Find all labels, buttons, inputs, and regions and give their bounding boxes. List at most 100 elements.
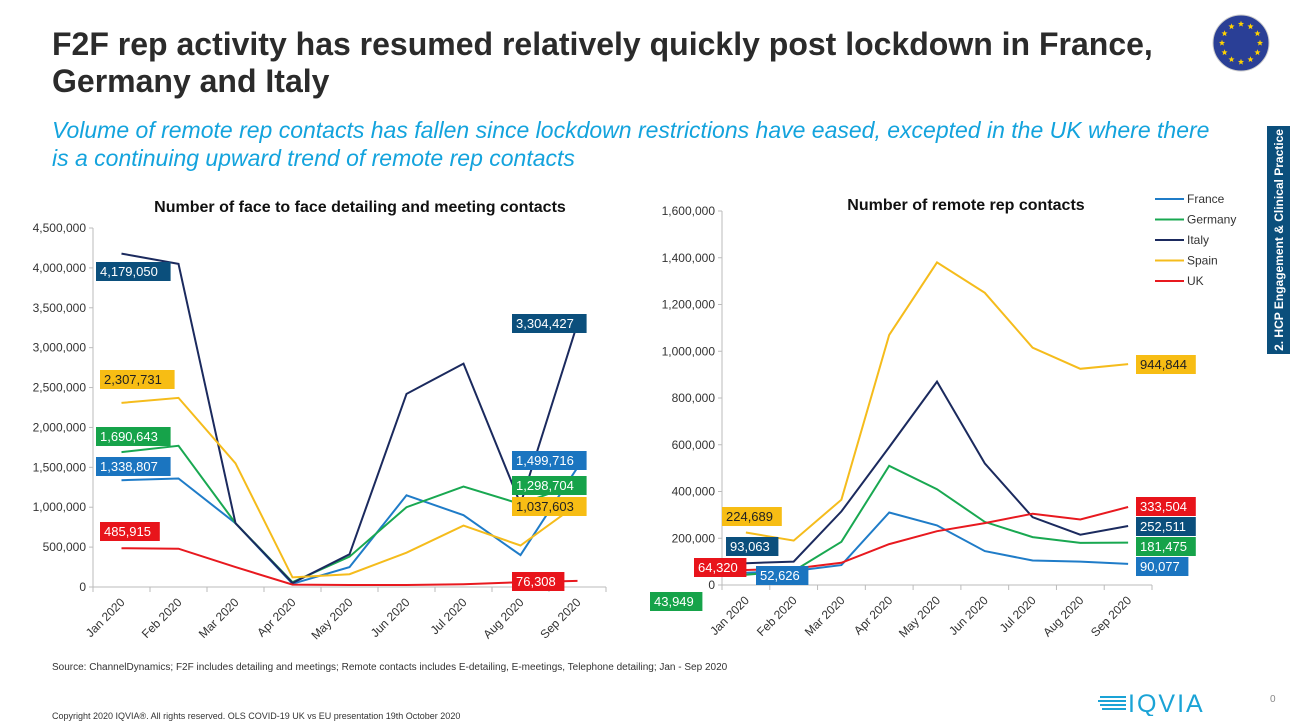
legend-label: Italy [1187,233,1209,247]
y-tick-label: 500,000 [43,540,87,554]
data-label-text: 1,338,807 [100,459,158,474]
x-tick-label: May 2020 [308,595,355,642]
data-label-uk: 333,504 [1136,497,1196,516]
y-tick-label: 2,000,000 [33,420,87,434]
data-label-spain: 2,307,731 [100,370,175,389]
x-tick-label: Apr 2020 [254,595,299,640]
data-label-box [1136,537,1196,556]
data-label-box [512,476,587,495]
series-line-germany [745,464,1129,576]
data-label-germany: 1,298,704 [512,476,587,495]
section-tab: 2. HCP Engagement & Clinical Practice [1267,126,1290,354]
y-tick-label: 800,000 [672,391,716,405]
remote-chart: Number of remote rep contacts 0 200,000 400… [650,192,1236,640]
legend-item-france: France [1155,192,1225,206]
data-label-text: 333,504 [1140,499,1187,514]
data-label-uk: 485,915 [100,522,160,541]
data-label-france: 90,077 [1136,557,1189,576]
data-label-spain: 1,037,603 [512,497,587,516]
y-tick-label: 1,200,000 [662,298,716,312]
data-label-box [650,592,703,611]
x-tick-label: Feb 2020 [754,593,800,639]
y-tick-label: 1,000,000 [662,344,716,358]
data-label-box [1136,557,1189,576]
data-label-box [512,572,565,591]
series-line-germany [121,444,578,584]
x-tick-label: Aug 2020 [1040,593,1086,639]
data-label-box [756,566,809,585]
data-label-text: 1,499,716 [516,453,574,468]
data-label-box [512,451,587,470]
x-tick-label: Mar 2020 [802,593,848,639]
data-label-box [1136,517,1196,536]
data-label-box [1136,497,1196,516]
star-icon [1221,30,1228,37]
data-label-germany: 181,475 [1136,537,1196,556]
x-tick-label: Aug 2020 [480,595,526,641]
y-tick-label: 200,000 [672,531,716,545]
logo-text: IQVIA [1128,690,1205,716]
data-label-italy: 3,304,427 [512,314,587,333]
data-label-text: 90,077 [1140,559,1180,574]
x-tick-label: Jan 2020 [83,595,128,640]
data-label-text: 76,308 [516,574,556,589]
y-tick-label: 0 [79,580,86,594]
y-tick-label: 1,000,000 [33,500,87,514]
legend-item-germany: Germany [1155,213,1236,227]
data-label-france: 1,338,807 [96,457,171,476]
iqvia-logo: IQVIA [1098,690,1205,716]
data-label-box [100,522,160,541]
series-line-france [121,466,579,585]
x-tick-label: Sep 2020 [1088,593,1134,639]
data-label-box [694,558,747,577]
legend-label: France [1187,192,1225,206]
data-label-box [96,427,171,446]
legend-label: UK [1187,274,1204,288]
x-tick-label: Jul 2020 [428,595,470,637]
y-tick-label: 4,000,000 [33,261,87,275]
data-label-germany: 1,690,643 [96,427,171,446]
data-label-germany: 43,949 [650,592,703,611]
data-label-box [722,507,782,526]
data-label-italy: 93,063 [726,537,779,556]
data-label-box [1136,355,1196,374]
data-label-text: 1,037,603 [516,499,574,514]
x-tick-label: Jul 2020 [997,593,1039,635]
data-label-text: 64,320 [698,560,738,575]
star-icon [1237,58,1245,65]
slide-title: F2F rep activity has resumed relatively … [52,26,1153,99]
data-label-box [512,497,587,516]
y-tick-label: 2,500,000 [33,381,87,395]
copyright-note: Copyright 2020 IQVIA®. All rights reserv… [52,711,461,721]
data-label-text: 1,298,704 [516,478,574,493]
data-label-uk: 76,308 [512,572,565,591]
source-note: Source: ChannelDynamics; F2F includes de… [52,662,728,673]
legend-label: Germany [1187,213,1236,227]
data-label-spain: 944,844 [1136,355,1196,374]
y-tick-label: 1,400,000 [662,251,716,265]
y-tick-label: 3,000,000 [33,341,87,355]
x-tick-label: Apr 2020 [851,593,896,638]
legend-item-italy: Italy [1155,233,1209,247]
data-label-text: 43,949 [654,594,694,609]
data-label-box [96,262,171,281]
data-label-france: 1,499,716 [512,451,587,470]
data-label-text: 485,915 [104,524,151,539]
x-tick-label: Mar 2020 [196,595,242,641]
x-tick-label: Jun 2020 [368,595,413,640]
x-tick-label: Jan 2020 [707,593,752,638]
data-label-text: 1,690,643 [100,429,158,444]
legend-item-uk: UK [1155,274,1204,288]
chart-title: Number of remote rep contacts [847,197,1084,214]
star-icon [1247,56,1254,63]
data-label-uk: 64,320 [694,558,747,577]
data-label-text: 93,063 [730,539,770,554]
data-label-spain: 224,689 [722,507,782,526]
y-tick-label: 1,600,000 [662,204,716,218]
page-number: 0 [1270,694,1276,705]
y-tick-label: 600,000 [672,438,716,452]
data-label-box [512,314,587,333]
x-tick-label: Feb 2020 [139,595,185,641]
f2f-chart: Number of face to face detailing and mee… [33,199,607,642]
